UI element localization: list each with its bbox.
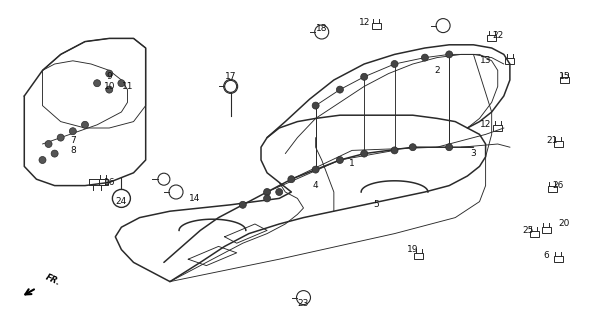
Circle shape: [391, 60, 398, 68]
Circle shape: [276, 188, 283, 196]
Text: 16: 16: [104, 178, 115, 187]
Bar: [554, 141, 563, 147]
Bar: [493, 125, 502, 131]
Text: 23: 23: [298, 300, 309, 308]
Circle shape: [263, 195, 271, 202]
Circle shape: [239, 201, 246, 208]
Circle shape: [81, 121, 89, 128]
Circle shape: [57, 134, 64, 141]
Circle shape: [421, 54, 429, 61]
Text: FR.: FR.: [44, 273, 63, 287]
Text: 20: 20: [559, 220, 570, 228]
Text: 11: 11: [122, 82, 133, 91]
Text: 8: 8: [70, 146, 76, 155]
Circle shape: [51, 150, 58, 157]
Circle shape: [361, 73, 368, 80]
Bar: [530, 231, 538, 236]
Text: 14: 14: [189, 194, 200, 203]
Text: 4: 4: [313, 181, 319, 190]
Text: 6: 6: [543, 252, 549, 260]
Bar: [415, 253, 423, 259]
Bar: [487, 36, 496, 41]
Text: 22: 22: [492, 31, 503, 40]
Circle shape: [118, 80, 125, 87]
Bar: [372, 23, 381, 28]
Bar: [560, 77, 569, 83]
Text: 17: 17: [225, 72, 236, 81]
Text: 15: 15: [559, 72, 570, 81]
Circle shape: [391, 147, 398, 154]
Text: 3: 3: [470, 149, 476, 158]
Text: 19: 19: [407, 245, 418, 254]
Text: 2: 2: [434, 66, 440, 75]
Bar: [542, 228, 551, 233]
Text: 18: 18: [316, 24, 327, 33]
Bar: [548, 186, 557, 192]
Text: 1: 1: [349, 159, 355, 168]
Circle shape: [69, 128, 76, 135]
Circle shape: [263, 188, 271, 196]
Circle shape: [39, 156, 46, 164]
Circle shape: [288, 176, 295, 183]
Text: 7: 7: [70, 136, 76, 145]
Bar: [554, 256, 563, 262]
Circle shape: [446, 51, 453, 58]
Text: 24: 24: [116, 197, 127, 206]
Text: 21: 21: [547, 136, 558, 145]
Circle shape: [106, 70, 113, 77]
Bar: [99, 180, 107, 185]
Text: 9: 9: [106, 72, 112, 81]
Circle shape: [312, 166, 319, 173]
Text: 10: 10: [104, 82, 115, 91]
Text: 12: 12: [480, 120, 491, 129]
Text: 5: 5: [373, 200, 379, 209]
Circle shape: [446, 144, 453, 151]
Text: 26: 26: [553, 181, 564, 190]
Text: 12: 12: [359, 18, 370, 27]
Circle shape: [45, 140, 52, 148]
Circle shape: [336, 86, 344, 93]
Circle shape: [106, 86, 113, 93]
Circle shape: [93, 80, 101, 87]
Bar: [506, 58, 514, 64]
Circle shape: [361, 150, 368, 157]
Circle shape: [409, 144, 416, 151]
Circle shape: [312, 102, 319, 109]
Text: 25: 25: [523, 226, 534, 235]
Text: 13: 13: [480, 56, 491, 65]
Circle shape: [336, 156, 344, 164]
